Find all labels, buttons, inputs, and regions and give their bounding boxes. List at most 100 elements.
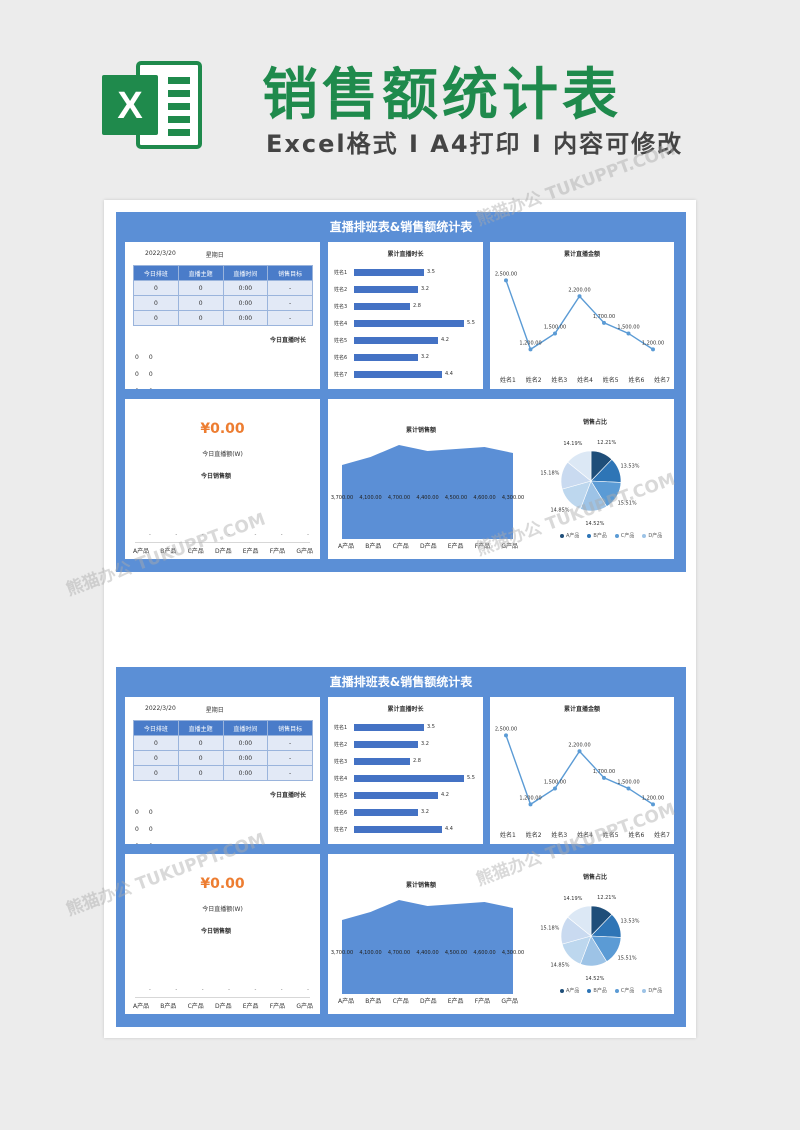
area-value-label: 4,400.00 [416, 495, 438, 501]
table-cell: 0:00 [222, 765, 269, 781]
bar-value-label: 4.4 [445, 826, 453, 832]
dash-mark: - [307, 532, 309, 538]
table-cell: 0 [133, 280, 179, 296]
bar-category-label: 姓名5 [334, 792, 348, 799]
bar-row: 姓名4 5.5 [334, 773, 475, 783]
bar-category-label: 姓名1 [334, 724, 348, 731]
line-point [553, 331, 557, 336]
zero-list: 000000 [135, 349, 153, 389]
legend-item: D产品 [642, 987, 662, 994]
bar [354, 353, 418, 361]
x-tick-label: A产品 [338, 543, 355, 550]
line-point [577, 294, 582, 299]
dash-mark: - [254, 532, 257, 538]
today-sales-label: 今日销售额 [201, 473, 232, 480]
bar-category-label: 姓名6 [334, 809, 348, 816]
bar-category-label: 姓名1 [334, 269, 348, 276]
bar [354, 774, 464, 782]
pie-value-label: 14.52% [585, 976, 604, 982]
chart-title: 累计直播金额 [563, 706, 600, 713]
x-tick-label: B产品 [365, 998, 382, 1005]
line-value-label: 1,200.00 [642, 340, 664, 346]
area-series [342, 900, 513, 994]
x-tick-label: E产品 [242, 548, 259, 555]
x-tick-label: G产品 [296, 1003, 313, 1010]
list-item: 00 [135, 838, 153, 844]
weekday-label: 星期日 [205, 252, 224, 259]
table-row: 0 0 0:00- [133, 280, 313, 296]
list-value: 0 [148, 826, 153, 833]
list-value: 0 [148, 809, 153, 816]
line-point [577, 749, 582, 754]
x-tick-label: 姓名2 [525, 832, 542, 839]
today-sales-unit-label: 今日直播额(W) [202, 451, 243, 458]
dash-mark: - [149, 987, 151, 993]
dash-mark: - [307, 987, 309, 993]
legend-swatch [614, 988, 619, 993]
bar [354, 723, 424, 731]
bar-row: 姓名2 3.2 [334, 739, 429, 749]
legend-label: C产品 [620, 988, 635, 994]
x-tick-label: 姓名7 [654, 832, 670, 839]
table-header-cell: 直播主题 [177, 720, 224, 736]
bar-category-label: 姓名5 [334, 337, 348, 344]
chart-title: 累计销售额 [406, 427, 437, 434]
list-value: 0 [135, 826, 139, 833]
page-header: X 销售额统计表 Excel格式 I A4打印 I 内容可修改 [0, 0, 800, 180]
x-tick-label: A产品 [338, 998, 355, 1005]
bar [354, 370, 442, 378]
pie-value-label: 14.19% [563, 441, 582, 447]
x-tick-label: D产品 [214, 548, 232, 555]
pie-slice [567, 450, 592, 482]
area-value-label: 3,700.00 [331, 950, 353, 956]
legend-item: C产品 [614, 532, 634, 539]
legend-item: A产品 [560, 987, 579, 994]
today-sales-label: 今日销售额 [201, 928, 232, 935]
bar [354, 268, 424, 276]
area-value-label: 4,400.00 [416, 950, 438, 956]
bar-row: 姓名6 3.2 [334, 352, 429, 362]
line-point [626, 786, 631, 791]
list-value: 0 [148, 371, 153, 378]
bar-row: 姓名7 4.4 [334, 824, 453, 834]
area-series [342, 445, 513, 539]
table-header-cell: 直播主题 [177, 265, 224, 281]
legend-label: D产品 [648, 988, 663, 994]
x-tick-label: 姓名3 [551, 377, 568, 384]
pie-value-label: 15.51% [618, 500, 637, 506]
x-tick-label: 姓名4 [577, 832, 593, 839]
line-value-label: 1,500.00 [617, 324, 639, 330]
x-tick-label: G产品 [501, 543, 518, 550]
dash-mark: - [175, 532, 178, 538]
x-tick-label: C产品 [392, 998, 409, 1005]
bar-row: 姓名4 5.5 [334, 318, 475, 328]
x-tick-label: E产品 [447, 543, 464, 550]
line-point [504, 733, 508, 738]
bar-row: 姓名5 4.2 [334, 335, 449, 345]
dash-mark: - [149, 532, 151, 538]
list-value: 0 [135, 354, 139, 361]
area-value-label: 4,300.00 [502, 495, 524, 501]
legend-item: D产品 [642, 532, 662, 539]
dash-mark: - [175, 987, 178, 993]
table-header-cell: 今日排班 [133, 720, 179, 736]
x-tick-label: B产品 [160, 1003, 177, 1010]
table-row: 0 0 0:00- [133, 310, 313, 326]
pie-value-label: 15.51% [618, 955, 637, 961]
bar-value-label: 3.2 [421, 286, 429, 292]
table-cell: - [267, 295, 313, 311]
line-value-label: 1,500.00 [544, 324, 566, 330]
line-value-label: 2,500.00 [495, 271, 517, 277]
dashboard-title: 直播排班表&销售额统计表 [329, 220, 473, 234]
bar [354, 740, 418, 748]
area-value-label: 4,100.00 [359, 495, 381, 501]
line-value-label: 1,500.00 [544, 779, 566, 785]
list-value: 0 [149, 843, 153, 844]
pie-value-label: 14.19% [563, 896, 582, 902]
bar-value-label: 5.5 [467, 320, 475, 326]
pie-value-label: 12.21% [597, 895, 616, 901]
axis-line [135, 997, 310, 998]
x-tick-label: 姓名7 [654, 377, 670, 384]
line-point [528, 802, 533, 807]
